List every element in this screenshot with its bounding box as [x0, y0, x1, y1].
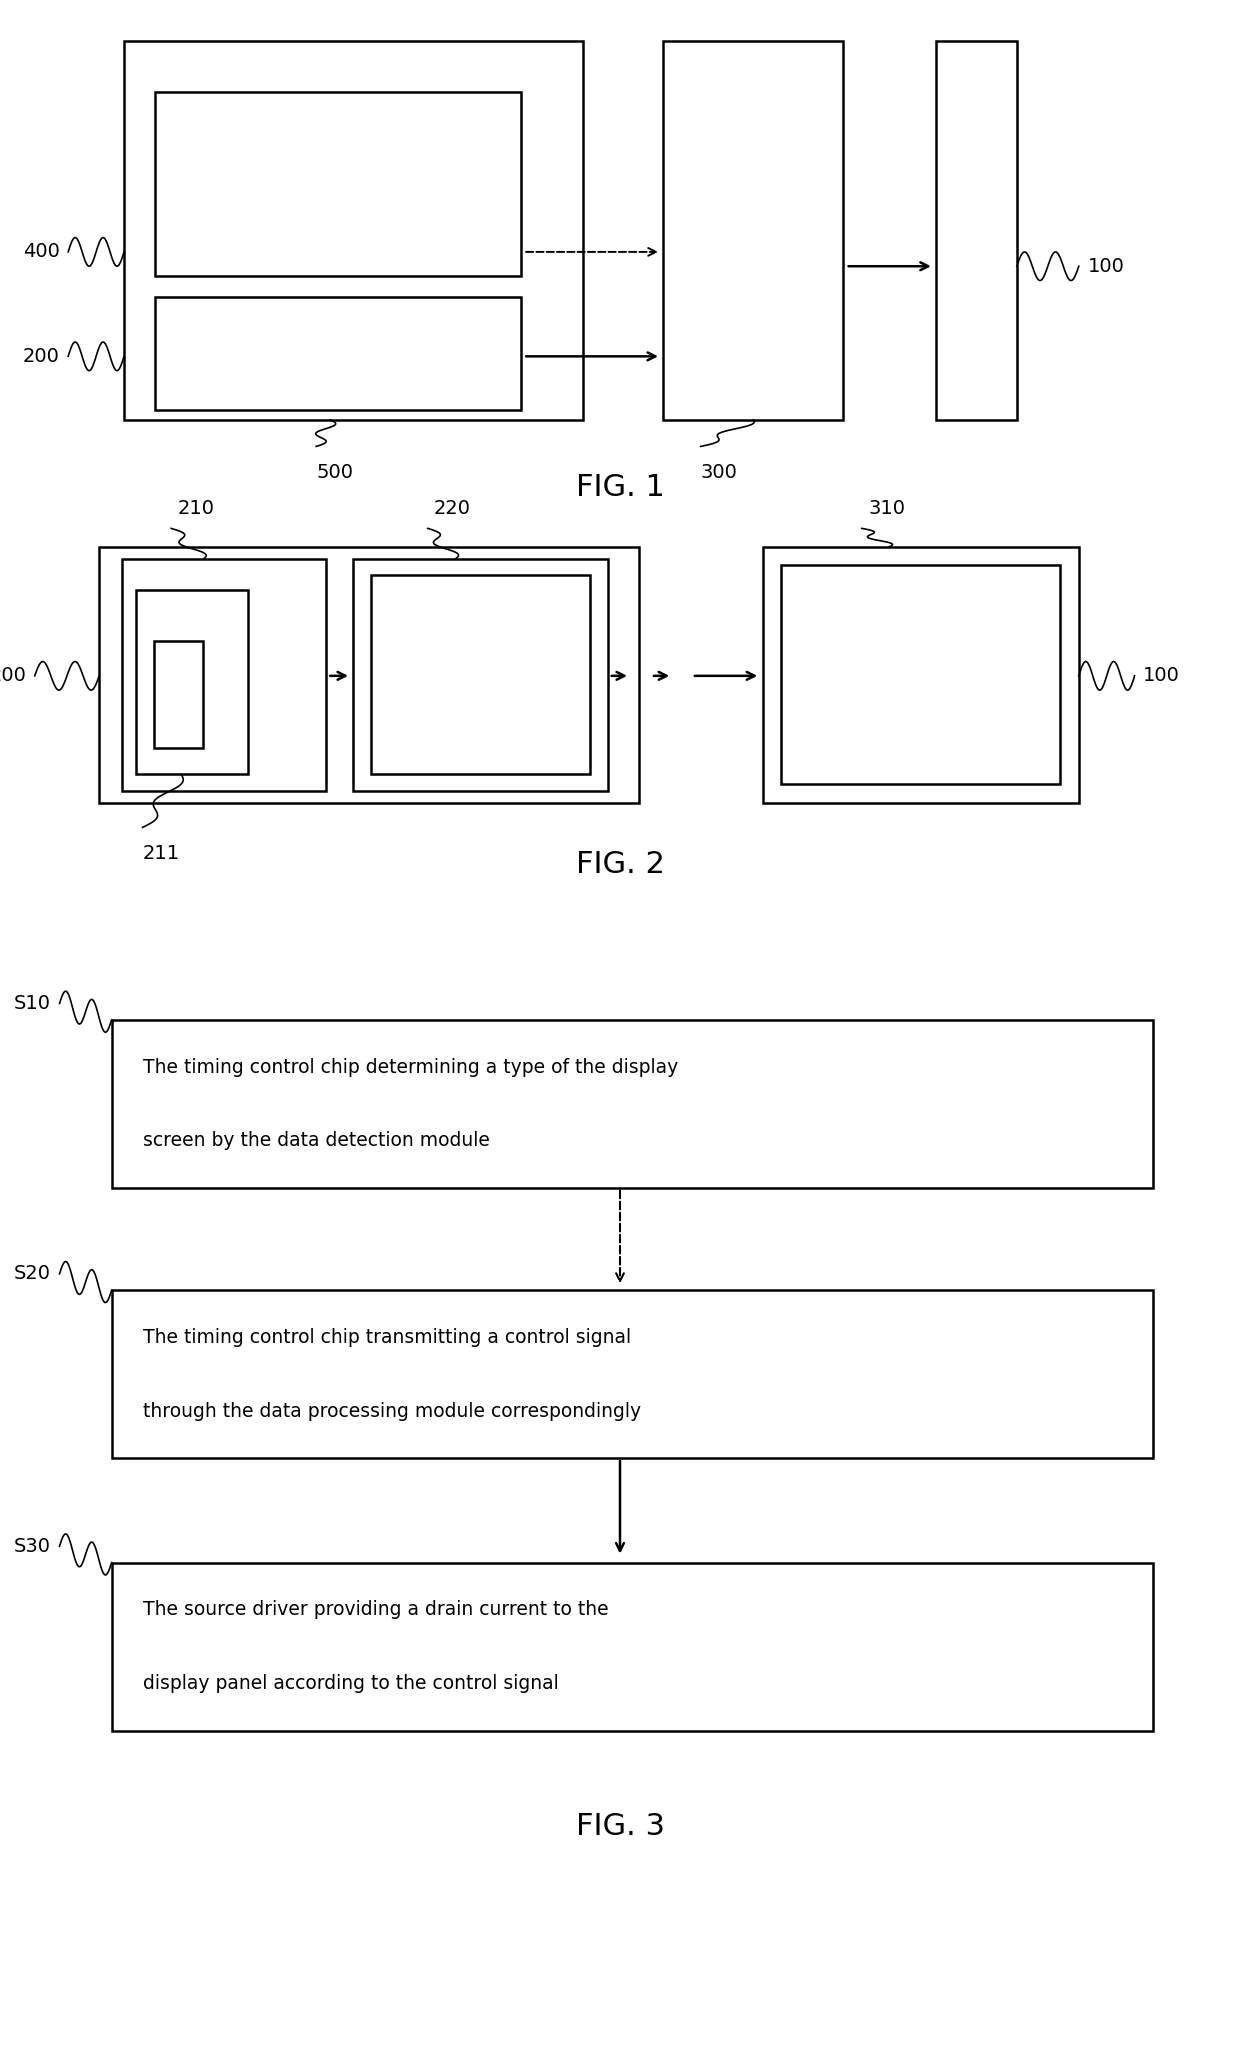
Text: 500: 500 — [316, 463, 353, 481]
Bar — [155, 92, 521, 276]
Text: S30: S30 — [14, 1536, 51, 1556]
Bar — [112, 1020, 1153, 1188]
Text: FIG. 3: FIG. 3 — [575, 1812, 665, 1841]
Bar — [99, 547, 639, 803]
Text: The source driver providing a drain current to the: The source driver providing a drain curr… — [143, 1599, 609, 1620]
Bar — [353, 559, 608, 791]
Bar — [155, 297, 521, 410]
Text: 100: 100 — [1087, 256, 1125, 276]
Text: S20: S20 — [14, 1264, 51, 1284]
Bar — [763, 547, 1079, 803]
Text: display panel according to the control signal: display panel according to the control s… — [143, 1673, 558, 1694]
Text: 210: 210 — [177, 500, 215, 518]
Text: FIG. 2: FIG. 2 — [575, 850, 665, 879]
Text: FIG. 1: FIG. 1 — [575, 473, 665, 502]
Text: through the data processing module correspondingly: through the data processing module corre… — [143, 1401, 641, 1421]
Bar — [663, 41, 843, 420]
Text: The timing control chip transmitting a control signal: The timing control chip transmitting a c… — [143, 1327, 631, 1348]
Bar — [112, 1290, 1153, 1458]
Text: 211: 211 — [143, 844, 180, 862]
Bar — [154, 641, 203, 748]
Bar — [124, 41, 583, 420]
Bar — [136, 590, 248, 774]
Text: 200: 200 — [22, 346, 60, 367]
Bar — [936, 41, 1017, 420]
Text: 310: 310 — [868, 500, 905, 518]
Text: S10: S10 — [14, 993, 51, 1014]
Text: 220: 220 — [434, 500, 471, 518]
Text: screen by the data detection module: screen by the data detection module — [143, 1130, 490, 1151]
Bar — [122, 559, 326, 791]
Text: 300: 300 — [701, 463, 738, 481]
Text: The timing control chip determining a type of the display: The timing control chip determining a ty… — [143, 1057, 678, 1077]
Text: 400: 400 — [22, 242, 60, 262]
Text: 100: 100 — [1143, 666, 1180, 686]
Bar — [112, 1563, 1153, 1731]
Text: 200: 200 — [0, 666, 26, 686]
Bar — [371, 575, 590, 774]
Bar — [781, 565, 1060, 784]
